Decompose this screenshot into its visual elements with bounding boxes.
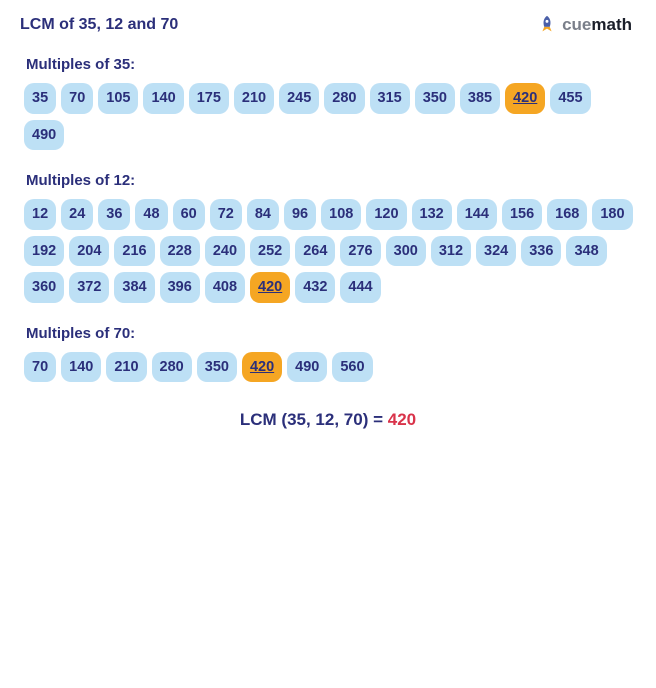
multiple-chip: 60	[173, 199, 205, 230]
multiple-chip: 315	[370, 83, 410, 114]
brand-logo: cuemath	[536, 14, 632, 36]
multiple-chip: 204	[69, 236, 109, 267]
section-label: Multiples of 12:	[26, 172, 636, 189]
multiple-chip: 12	[24, 199, 56, 230]
multiple-chip: 264	[295, 236, 335, 267]
multiple-chip: 210	[106, 352, 146, 383]
chip-row: 3570105140175210245280315350385420455 490	[24, 83, 634, 150]
multiple-chip: 560	[332, 352, 372, 383]
multiple-chip: 324	[476, 236, 516, 267]
section-label: Multiples of 70:	[26, 325, 636, 342]
multiple-chip: 120	[366, 199, 406, 230]
multiple-chip: 105	[98, 83, 138, 114]
multiple-chip: 490	[287, 352, 327, 383]
multiple-chip: 132	[412, 199, 452, 230]
multiple-chip: 84	[247, 199, 279, 230]
multiple-chip: 180	[592, 199, 632, 230]
multiple-chip: 70	[61, 83, 93, 114]
multiple-chip: 300	[386, 236, 426, 267]
multiple-chip: 408	[205, 272, 245, 303]
multiple-chip: 216	[114, 236, 154, 267]
multiple-chip: 175	[189, 83, 229, 114]
multiple-chip: 140	[61, 352, 101, 383]
multiple-chip: 252	[250, 236, 290, 267]
multiple-chip: 280	[324, 83, 364, 114]
result-label: LCM (35, 12, 70) =	[240, 410, 388, 429]
multiple-chip: 228	[160, 236, 200, 267]
multiple-chip: 360	[24, 272, 64, 303]
rocket-icon	[536, 14, 558, 36]
multiple-chip: 240	[205, 236, 245, 267]
multiple-chip: 210	[234, 83, 274, 114]
multiple-chip: 70	[24, 352, 56, 383]
multiple-chip: 348	[566, 236, 606, 267]
multiple-chip: 24	[61, 199, 93, 230]
multiple-chip: 432	[295, 272, 335, 303]
multiple-chip: 96	[284, 199, 316, 230]
multiple-chip: 144	[457, 199, 497, 230]
multiple-chip: 280	[152, 352, 192, 383]
multiple-chip: 385	[460, 83, 500, 114]
multiple-chip: 168	[547, 199, 587, 230]
brand-text: cuemath	[562, 15, 632, 35]
multiple-chip-highlight: 420	[250, 272, 290, 303]
brand-suffix: math	[591, 15, 632, 34]
multiple-chip: 384	[114, 272, 154, 303]
result-line: LCM (35, 12, 70) = 420	[20, 410, 636, 430]
multiples-sections: Multiples of 35:357010514017521024528031…	[20, 56, 636, 382]
multiple-chip: 108	[321, 199, 361, 230]
multiple-chip: 455	[550, 83, 590, 114]
multiple-chip-highlight: 420	[242, 352, 282, 383]
multiple-chip: 35	[24, 83, 56, 114]
multiple-chip: 36	[98, 199, 130, 230]
section-label: Multiples of 35:	[26, 56, 636, 73]
multiple-chip: 276	[340, 236, 380, 267]
brand-prefix: cue	[562, 15, 591, 34]
chip-row: 70140210280350420490560	[24, 352, 634, 383]
multiple-chip: 396	[160, 272, 200, 303]
multiple-chip: 336	[521, 236, 561, 267]
multiple-chip-highlight: 420	[505, 83, 545, 114]
multiple-chip: 350	[415, 83, 455, 114]
multiple-chip: 140	[143, 83, 183, 114]
multiple-chip: 72	[210, 199, 242, 230]
multiple-chip: 48	[135, 199, 167, 230]
result-value: 420	[388, 410, 416, 429]
multiple-chip: 192	[24, 236, 64, 267]
multiple-chip: 350	[197, 352, 237, 383]
chip-row: 1224364860728496108120132144156168180 192…	[24, 199, 634, 303]
multiple-chip: 444	[340, 272, 380, 303]
multiple-chip: 245	[279, 83, 319, 114]
multiple-chip: 312	[431, 236, 471, 267]
multiple-chip: 490	[24, 120, 64, 151]
multiple-chip: 156	[502, 199, 542, 230]
multiple-chip: 372	[69, 272, 109, 303]
